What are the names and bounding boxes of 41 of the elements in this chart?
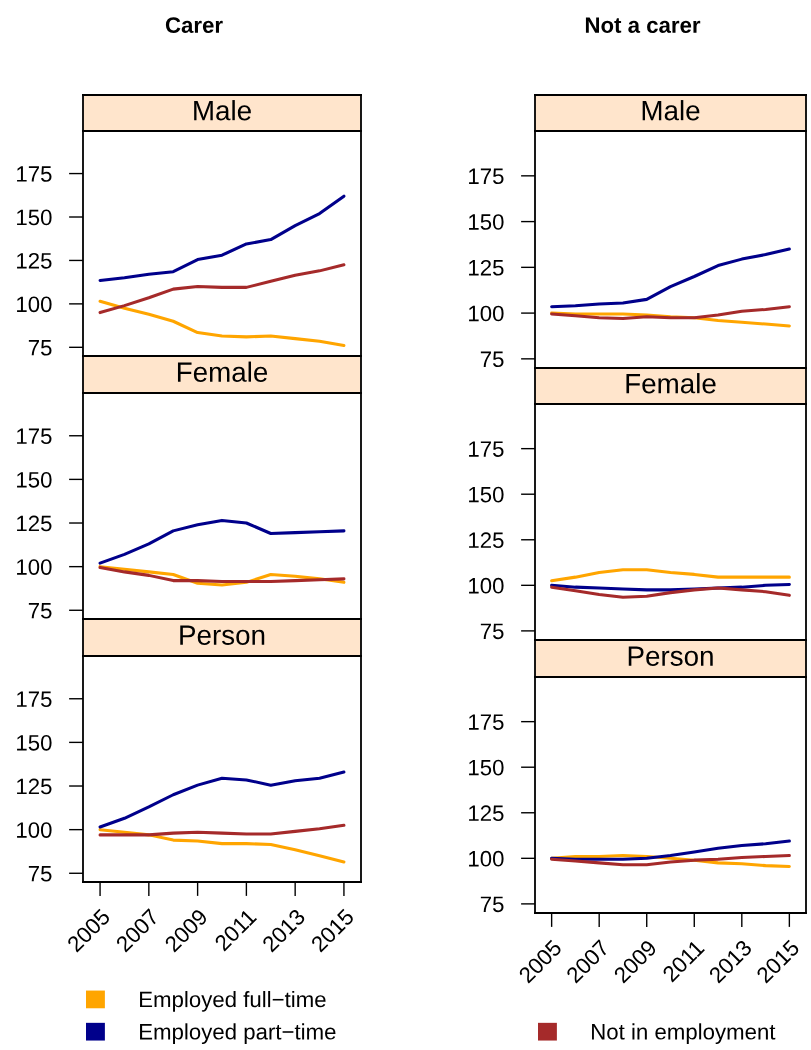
chart-subtitle: Person <box>628 646 713 666</box>
y-tick-label: 150 <box>17 209 52 226</box>
chart-title: Carer <box>165 17 223 33</box>
chart-subtitle: Female <box>626 373 716 394</box>
y-tick-label: 125 <box>17 778 52 795</box>
chart-subtitle: Person <box>180 625 265 645</box>
y-tick-label: 175 <box>469 441 504 457</box>
y-tick-label: 75 <box>28 603 52 619</box>
y-tick-label: 75 <box>480 896 504 913</box>
y-tick-label: 75 <box>480 623 504 640</box>
y-tick-label: 175 <box>17 166 52 182</box>
y-tick-label: 150 <box>17 471 52 488</box>
y-tick-label: 100 <box>469 577 504 594</box>
y-tick-label: 175 <box>469 168 504 185</box>
y-tick-label: 125 <box>17 515 52 532</box>
y-tick-label: 75 <box>28 866 52 882</box>
y-tick-label: 175 <box>469 714 504 730</box>
legend-label: Employed full−time <box>140 991 326 1012</box>
y-tick-label: 125 <box>17 252 52 269</box>
y-tick-label: 100 <box>17 822 52 838</box>
y-tick-label: 75 <box>28 340 52 356</box>
chart-subtitle: Female <box>177 361 268 382</box>
y-tick-label: 175 <box>17 691 52 708</box>
y-tick-label: 100 <box>17 559 52 575</box>
y-tick-label: 100 <box>17 296 52 313</box>
legend-label: Not in employment <box>592 1023 776 1044</box>
y-tick-label: 100 <box>469 305 504 322</box>
y-tick-label: 175 <box>17 428 52 445</box>
y-tick-label: 150 <box>17 734 52 751</box>
y-tick-label: 150 <box>469 486 504 503</box>
legend-label: Employed part−time <box>140 1023 336 1044</box>
y-tick-label: 150 <box>469 214 504 230</box>
y-tick-label: 75 <box>480 351 504 368</box>
chart-subtitle: Male <box>194 100 251 121</box>
chart-title: Not a carer <box>585 17 701 33</box>
chart-subtitle: Male <box>642 100 700 121</box>
y-tick-label: 100 <box>469 850 504 867</box>
y-tick-label: 125 <box>469 532 504 549</box>
y-tick-label: 125 <box>469 805 504 822</box>
y-tick-label: 125 <box>469 259 504 276</box>
y-tick-label: 150 <box>469 759 504 776</box>
